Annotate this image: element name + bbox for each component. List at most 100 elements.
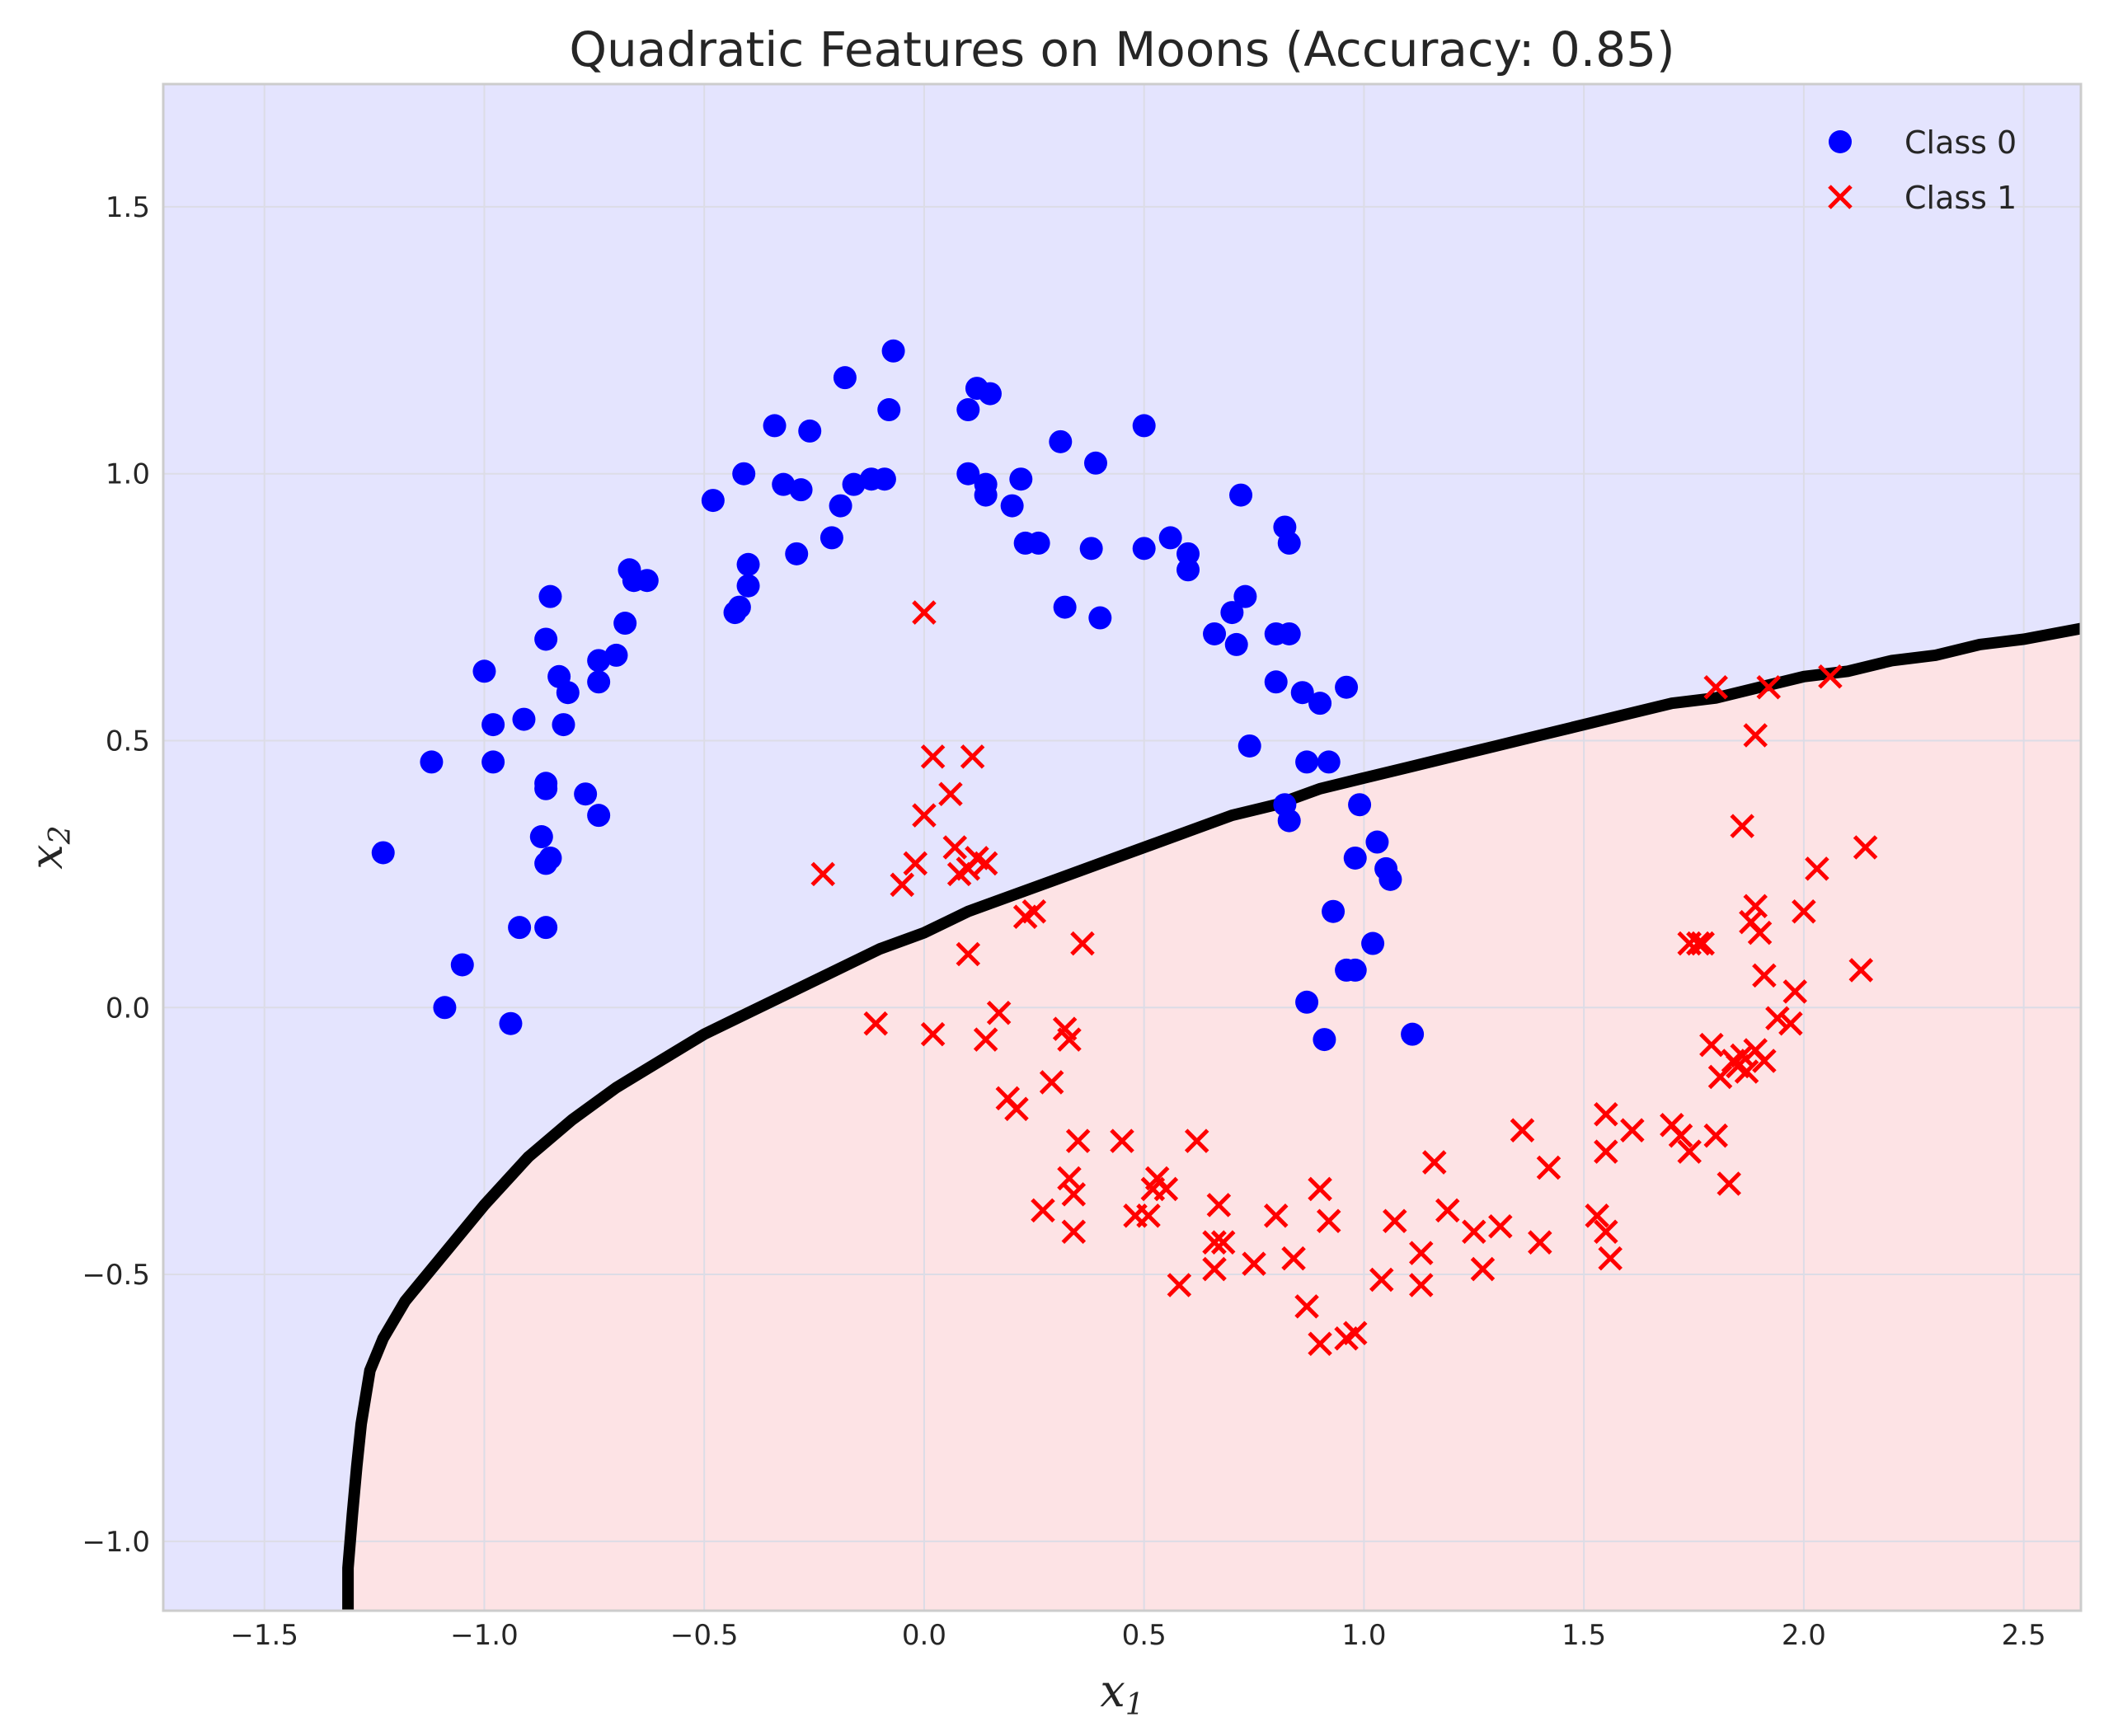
class-0-point (481, 750, 505, 774)
class-0-point (1295, 990, 1319, 1014)
class-1-point (938, 781, 963, 807)
class-0-point (552, 713, 575, 737)
class-1-region (348, 628, 2081, 1611)
class-0-point (1295, 750, 1319, 774)
class-1-point (1765, 1006, 1790, 1030)
x-tick-label: 0.5 (1122, 1619, 1167, 1652)
class-1-point (1061, 1219, 1087, 1245)
class-1-point (1061, 1182, 1087, 1207)
y-tick-label: −1.0 (82, 1526, 150, 1559)
class-1-point (1848, 958, 1874, 983)
class-0-point (534, 772, 558, 795)
class-1-point (1470, 1256, 1496, 1282)
legend-item-class-1: Class 1 (1828, 180, 2017, 216)
class-1-point (1488, 1213, 1513, 1239)
class-0-point (842, 472, 866, 496)
class-0-point (829, 494, 852, 518)
class-0-point (956, 398, 980, 422)
class-1-point (1594, 1219, 1618, 1245)
class-1-point (1585, 1203, 1609, 1228)
class-1-point (1598, 1246, 1623, 1271)
legend-marker-class-0 (1829, 130, 1852, 153)
class-0-point (1343, 846, 1367, 870)
x-tick-label: 2.0 (1782, 1619, 1826, 1652)
legend-label-class-1: Class 1 (1904, 180, 2017, 216)
class-0-point (1132, 537, 1156, 561)
class-0-point (587, 804, 611, 828)
class-1-point (1031, 1198, 1055, 1223)
class-1-point (1677, 1139, 1702, 1164)
class-0-point (872, 467, 896, 491)
class-0-point (798, 419, 822, 443)
class-0-point (1083, 451, 1107, 475)
class-1-point (1136, 1203, 1161, 1228)
class-1-point (1202, 1230, 1227, 1255)
class-0-point (1079, 537, 1103, 561)
class-1-point (1734, 1059, 1759, 1084)
class-1-point (1070, 931, 1095, 956)
class-1-point (1730, 814, 1754, 838)
class-0-point (1220, 601, 1244, 625)
class-0-point (1238, 734, 1261, 758)
class-0-point (556, 681, 580, 705)
class-1-point (942, 835, 968, 860)
legend: Class 0 Class 1 (1828, 124, 2017, 216)
x-tick-label: 2.5 (2002, 1619, 2046, 1652)
class-1-point (1369, 1267, 1394, 1293)
class-0-point (1343, 958, 1367, 982)
class-0-point (371, 841, 395, 865)
class-1-point (986, 1000, 1012, 1025)
x-tick-label: 1.0 (1341, 1619, 1386, 1652)
class-0-point (450, 953, 474, 977)
class-1-point (1422, 1150, 1447, 1175)
y-tick-label: 1.5 (106, 191, 150, 224)
class-0-point (1308, 692, 1332, 716)
class-1-point (1743, 723, 1768, 748)
class-1-point (1594, 1139, 1618, 1164)
class-1-point (1294, 1294, 1319, 1319)
scatter-points (371, 339, 1878, 1356)
class-0-point (1000, 494, 1024, 518)
class-0-point (604, 643, 628, 667)
class-0-point (956, 462, 980, 486)
class-1-point (1747, 920, 1773, 945)
class-0-point (508, 916, 532, 940)
y-tick-label: 0.0 (106, 992, 150, 1025)
class-1-point (1818, 664, 1843, 689)
class-0-point (529, 825, 553, 849)
class-0-point (1158, 526, 1182, 550)
legend-label-class-0: Class 0 (1904, 124, 2017, 161)
class-0-point (534, 916, 558, 940)
class-1-point (1057, 1027, 1082, 1052)
class-0-point (833, 366, 857, 390)
class-1-point (1594, 1102, 1618, 1127)
class-0-point (1203, 622, 1227, 645)
class-1-point (1668, 1123, 1693, 1148)
class-0-point (538, 846, 562, 870)
class-1-point (1528, 1230, 1552, 1255)
class-0-point (785, 542, 809, 565)
class-0-point (512, 707, 536, 731)
class-0-point (574, 782, 598, 806)
class-0-point (635, 569, 659, 593)
class-1-point (1717, 1171, 1741, 1196)
class-1-point (1242, 1251, 1266, 1276)
class-1-point (1021, 898, 1047, 924)
legend-marker-class-1 (1828, 185, 1853, 209)
class-0-point (1317, 750, 1341, 774)
class-0-point (732, 462, 756, 486)
class-1-point (1184, 1128, 1209, 1153)
class-1-point (1435, 1198, 1460, 1223)
class-1-point (810, 861, 835, 887)
class-0-point (736, 574, 760, 598)
class-1-point (1409, 1241, 1434, 1265)
class-1-point (1263, 1203, 1289, 1228)
class-1-point (1686, 931, 1711, 956)
y-tick-label: −0.5 (82, 1259, 150, 1292)
decision-boundary (342, 622, 2081, 1611)
class-1-point (1536, 1155, 1562, 1180)
class-1-point (1782, 979, 1807, 1004)
class-0-point (433, 996, 457, 1020)
class-1-point (1853, 835, 1878, 860)
class-1-point (956, 941, 981, 967)
